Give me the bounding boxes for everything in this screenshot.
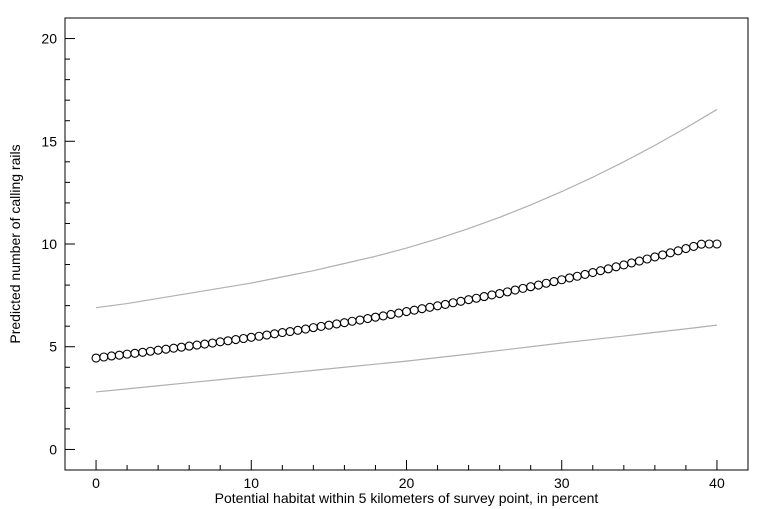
y-tick-label: 10 [41,236,57,252]
y-tick-label: 5 [49,339,57,355]
y-tick-label: 20 [41,31,57,47]
x-tick-label: 0 [92,475,100,491]
x-axis-label: Potential habitat within 5 kilometers of… [215,490,599,506]
y-tick-label: 15 [41,133,57,149]
x-tick-label: 20 [399,475,415,491]
y-axis-label: Predicted number of calling rails [7,144,23,343]
y-tick-label: 0 [49,441,57,457]
x-tick-label: 10 [243,475,259,491]
x-tick-label: 30 [554,475,570,491]
chart-container: 01020304005101520Potential habitat withi… [0,0,768,509]
x-tick-label: 40 [709,475,725,491]
scatter-chart: 01020304005101520Potential habitat withi… [0,0,768,509]
